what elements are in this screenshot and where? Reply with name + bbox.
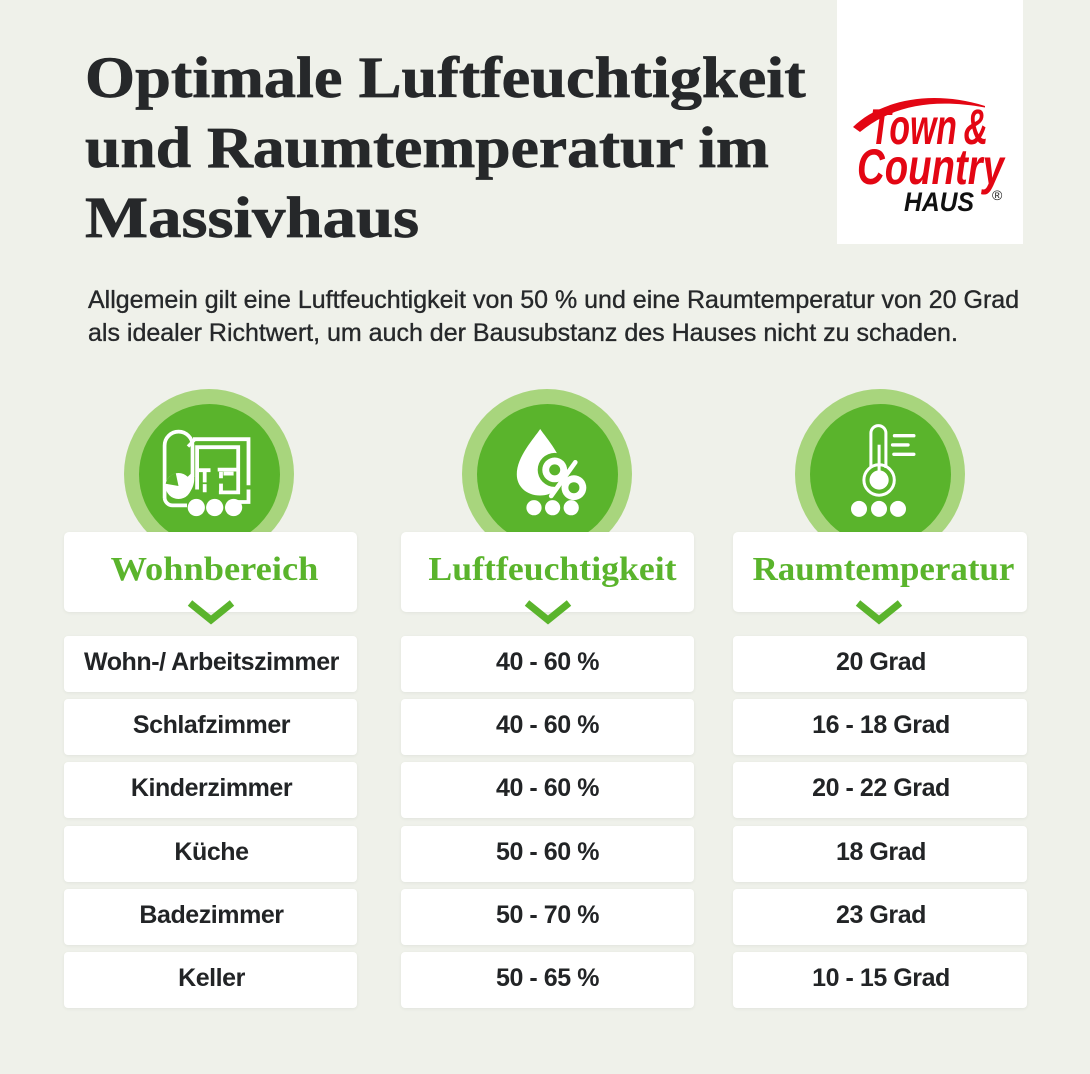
svg-text:Country: Country <box>857 139 1006 195</box>
svg-text:HAUS: HAUS <box>904 187 974 217</box>
svg-text:Town &: Town & <box>870 99 988 155</box>
svg-text:®: ® <box>992 187 1003 203</box>
